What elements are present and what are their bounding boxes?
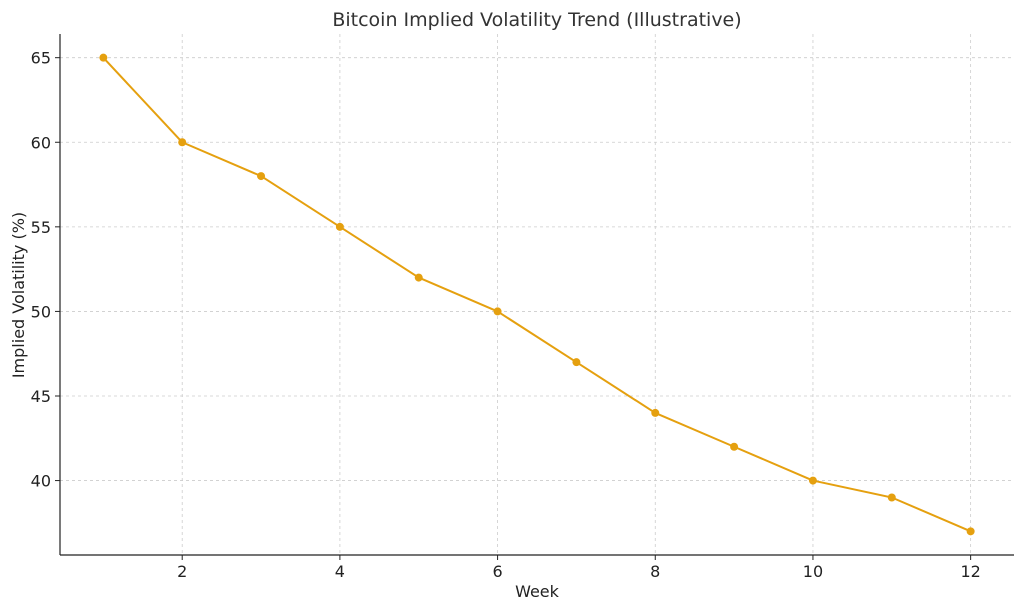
data-point-0-1 (178, 138, 187, 147)
data-point-0-2 (257, 172, 266, 181)
x-tick-label-1: 4 (335, 562, 345, 581)
data-point-0-5 (493, 307, 502, 316)
data-point-0-4 (414, 273, 423, 282)
x-tick-label-5: 12 (960, 562, 980, 581)
data-point-0-11 (966, 527, 975, 536)
data-point-0-9 (808, 476, 817, 485)
series-line-0 (102, 56, 972, 533)
y-tick-label-2: 50 (31, 302, 51, 321)
x-tick-label-2: 6 (492, 562, 502, 581)
y-tick-label-1: 45 (31, 387, 51, 406)
data-point-0-3 (335, 222, 344, 231)
chart-title: Bitcoin Implied Volatility Trend (Illust… (332, 9, 741, 31)
y-tick-label-5: 65 (31, 49, 51, 68)
y-axis-label: Implied Volatility (%) (9, 212, 28, 378)
data-point-0-8 (730, 442, 739, 451)
data-point-0-6 (572, 358, 581, 367)
x-tick-label-4: 10 (803, 562, 823, 581)
y-tick-label-4: 60 (31, 133, 51, 152)
series-layer (99, 53, 975, 536)
y-tick-label-3: 55 (31, 218, 51, 237)
ticks: 2 4 6 8 10 12 40 45 50 55 60 65 (31, 49, 981, 581)
grid (60, 34, 1014, 555)
data-point-0-10 (887, 493, 896, 502)
x-tick-label-3: 8 (650, 562, 660, 581)
y-tick-label-0: 40 (31, 472, 51, 491)
data-point-0-0 (99, 53, 108, 62)
axes (59, 34, 1014, 556)
data-point-0-7 (651, 408, 660, 417)
x-axis-label: Week (515, 582, 560, 601)
x-tick-label-0: 2 (177, 562, 187, 581)
